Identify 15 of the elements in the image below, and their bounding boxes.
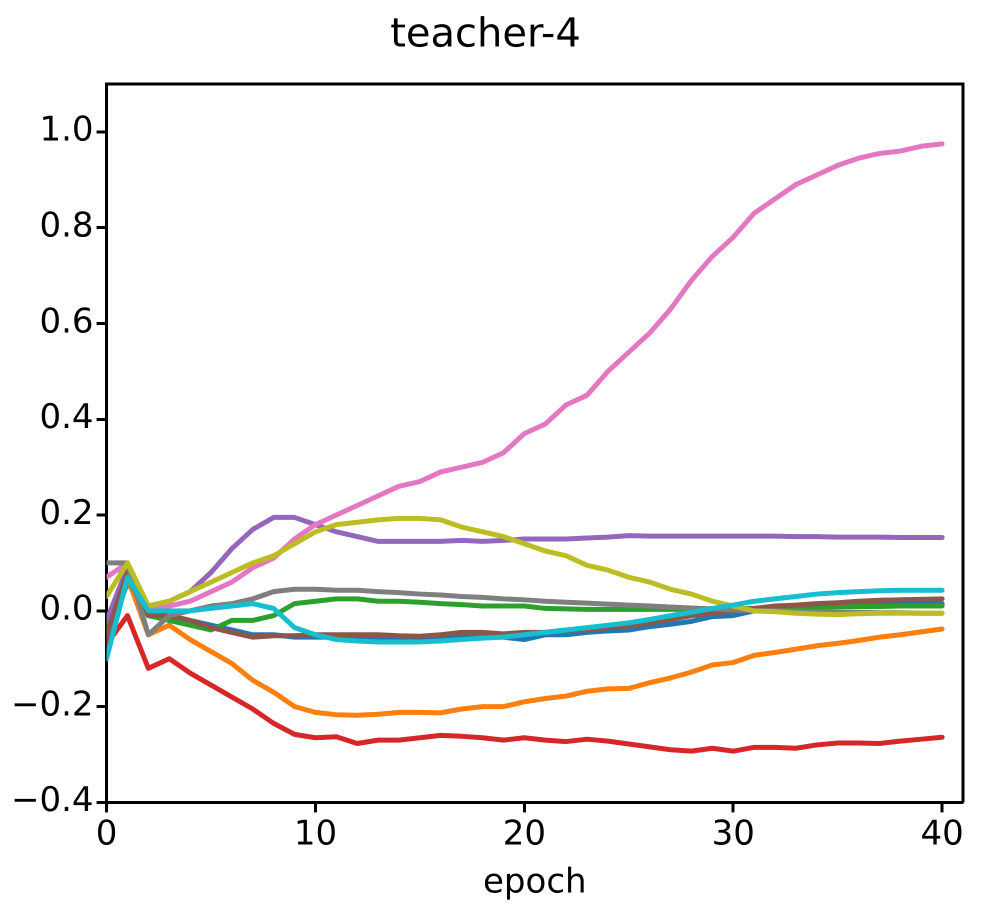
y-tick-label: −0.2 [10,684,94,724]
x-tick-label: 30 [712,814,755,854]
y-tick-label: 0.4 [39,397,94,438]
y-tick-label: 1.0 [39,110,94,150]
y-tick-label: −0.4 [10,780,94,820]
x-tick-label: 20 [502,814,546,854]
y-tick-label: 0.6 [39,301,94,342]
y-tick-label: 0.0 [39,588,94,629]
y-tick-label: 0.2 [39,492,94,533]
chart-title: teacher-4 [390,10,581,56]
y-tick-label: 0.8 [39,206,94,246]
x-tick-label: 0 [96,814,118,854]
x-tick-label: 10 [294,814,338,854]
x-axis-title: epoch [483,861,587,902]
x-tick-label: 40 [920,814,964,854]
